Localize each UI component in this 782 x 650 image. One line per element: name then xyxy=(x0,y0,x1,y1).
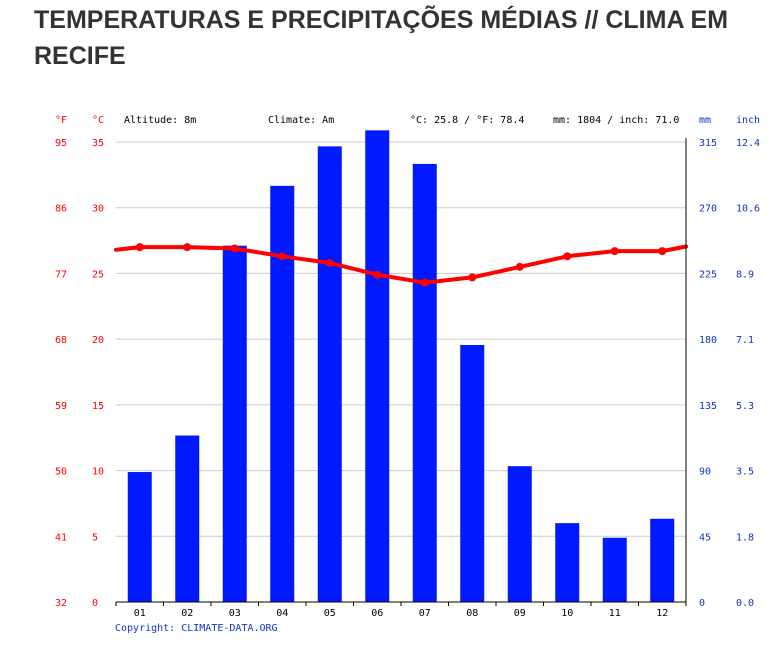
precipitation-bars xyxy=(127,130,675,603)
inch-tick-label: 10.6 xyxy=(736,204,760,215)
mm-tick-label: 90 xyxy=(699,467,711,478)
page-title: TEMPERATURAS E PRECIPITAÇÕES MÉDIAS // C… xyxy=(34,6,729,70)
month-label: 02 xyxy=(181,608,193,619)
mm-tick-label: 45 xyxy=(699,532,711,543)
month-label: 05 xyxy=(324,608,336,619)
grid-lines xyxy=(116,141,686,537)
altitude-label: Altitude: 8m xyxy=(124,115,196,126)
inch-tick-label: 3.5 xyxy=(736,467,754,478)
precipitation-bar xyxy=(555,523,580,602)
temperature-average-label: °C: 25.8 / °F: 78.4 xyxy=(410,115,524,126)
temperature-line xyxy=(114,243,688,287)
month-label: 06 xyxy=(371,608,383,619)
fahrenheit-tick-label: 41 xyxy=(55,532,67,543)
temperature-point xyxy=(515,262,524,271)
mm-tick-label: 180 xyxy=(699,335,717,346)
fahrenheit-tick-label: 50 xyxy=(55,467,67,478)
month-label: 11 xyxy=(609,608,621,619)
inch-tick-label: 1.8 xyxy=(736,532,754,543)
temperature-point xyxy=(468,273,477,282)
climate-label: Climate: Am xyxy=(268,115,334,126)
celsius-tick-label: 25 xyxy=(92,269,104,280)
month-label: 12 xyxy=(656,608,668,619)
precipitation-bar xyxy=(175,435,200,602)
inch-tick-label: 5.3 xyxy=(736,401,754,412)
inch-unit-label: inch xyxy=(736,115,760,126)
mm-tick-label: 270 xyxy=(699,204,717,215)
precipitation-bar xyxy=(270,185,295,603)
climate-chart-svg: 95 35 315 12.4 86 30 270 10.6 77 25 225 8.9 68 20 180 7… xyxy=(55,115,760,634)
fahrenheit-tick-label: 86 xyxy=(55,204,67,215)
precipitation-bar xyxy=(222,245,247,602)
mm-tick-label: 315 xyxy=(699,138,717,149)
celsius-tick-label: 15 xyxy=(92,401,104,412)
precipitation-bar xyxy=(127,472,152,602)
precipitation-bar xyxy=(650,518,675,602)
month-label: 07 xyxy=(419,608,431,619)
precipitation-bar xyxy=(365,130,390,603)
inch-tick-label: 8.9 xyxy=(736,269,754,280)
precipitation-bar xyxy=(460,344,485,602)
celsius-tick-label: 35 xyxy=(92,138,104,149)
fahrenheit-tick-label: 77 xyxy=(55,269,67,280)
precipitation-total-label: mm: 1804 / inch: 71.0 xyxy=(553,115,679,126)
celsius-unit-label: °C xyxy=(92,115,104,126)
celsius-tick-label: 5 xyxy=(92,532,98,543)
climate-chart: 95 35 315 12.4 86 30 270 10.6 77 25 225 8.9 68 20 180 7… xyxy=(0,100,782,645)
celsius-tick-label: 0 xyxy=(92,598,98,609)
celsius-tick-label: 10 xyxy=(92,467,104,478)
month-label: 01 xyxy=(134,608,146,619)
precipitation-bar xyxy=(602,537,627,602)
fahrenheit-tick-label: 95 xyxy=(55,138,67,149)
temperature-point xyxy=(373,270,382,279)
fahrenheit-tick-label: 59 xyxy=(55,401,67,412)
celsius-tick-label: 30 xyxy=(92,204,104,215)
month-label: 10 xyxy=(561,608,573,619)
mm-tick-label: 225 xyxy=(699,269,717,280)
mm-unit-label: mm xyxy=(699,115,711,126)
temperature-point xyxy=(135,243,144,252)
inch-tick-label: 0.0 xyxy=(736,598,754,609)
axes: 95 35 315 12.4 86 30 270 10.6 77 25 225 8.9 68 20 180 7… xyxy=(55,138,760,619)
precipitation-bar xyxy=(317,146,342,602)
mm-tick-label: 0 xyxy=(699,598,705,609)
month-label: 08 xyxy=(466,608,478,619)
month-label: 04 xyxy=(276,608,288,619)
fahrenheit-tick-label: 32 xyxy=(55,598,67,609)
inch-tick-label: 7.1 xyxy=(736,335,754,346)
temperature-point xyxy=(658,247,667,256)
fahrenheit-tick-label: 68 xyxy=(55,335,67,346)
precipitation-bar xyxy=(412,163,437,602)
temperature-point xyxy=(610,247,619,256)
copyright-label: Copyright: CLIMATE-DATA.ORG xyxy=(115,623,278,634)
temperature-point xyxy=(420,278,429,287)
inch-tick-label: 12.4 xyxy=(736,138,760,149)
temperature-point xyxy=(183,243,192,252)
precipitation-bar xyxy=(507,466,532,602)
temperature-point xyxy=(278,252,287,261)
month-label: 09 xyxy=(514,608,526,619)
celsius-tick-label: 20 xyxy=(92,335,104,346)
temperature-curve xyxy=(114,244,688,285)
temperature-point xyxy=(563,252,572,261)
fahrenheit-unit-label: °F xyxy=(55,115,67,126)
month-label: 03 xyxy=(229,608,241,619)
temperature-point xyxy=(325,258,334,267)
temperature-point xyxy=(230,244,239,253)
mm-tick-label: 135 xyxy=(699,401,717,412)
